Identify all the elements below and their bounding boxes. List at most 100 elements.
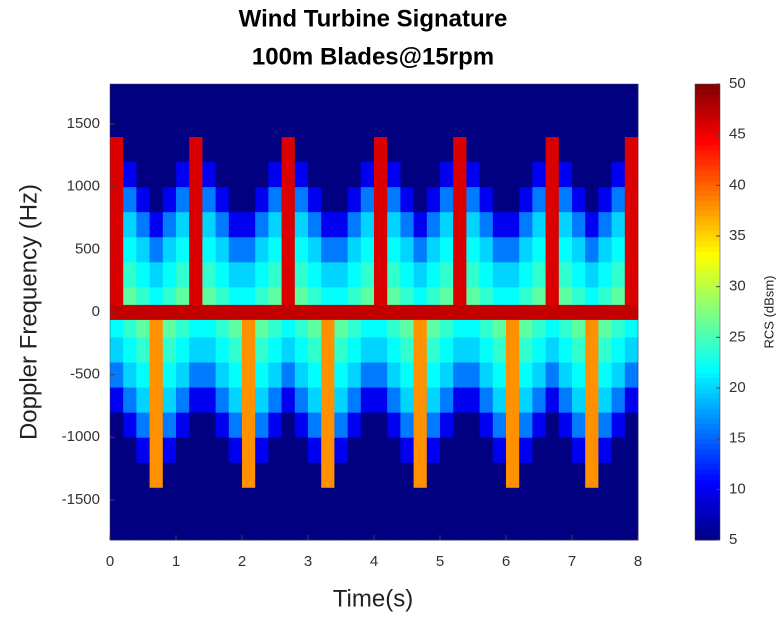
heatmap-cell bbox=[268, 84, 282, 138]
colorbar-swatch bbox=[695, 261, 720, 267]
heatmap-cell bbox=[321, 304, 335, 320]
colorbar-swatch bbox=[695, 458, 720, 465]
heatmap-cell bbox=[228, 211, 243, 238]
heatmap-cell bbox=[176, 412, 190, 438]
heatmap-cell bbox=[466, 161, 480, 188]
heatmap-cell bbox=[149, 362, 164, 388]
heatmap-cell bbox=[492, 136, 507, 163]
heatmap-cell bbox=[400, 319, 414, 338]
heatmap-cell bbox=[242, 186, 256, 213]
heatmap-cell bbox=[466, 462, 480, 488]
heatmap-cell bbox=[585, 84, 599, 138]
heatmap-cell bbox=[426, 387, 441, 413]
heatmap-cell bbox=[400, 304, 414, 320]
heatmap-cell bbox=[453, 161, 467, 188]
heatmap-cell bbox=[110, 84, 124, 138]
heatmap-cell bbox=[598, 437, 612, 463]
heatmap-cell bbox=[374, 319, 388, 338]
colorbar-swatch bbox=[695, 119, 720, 126]
heatmap-cell bbox=[572, 84, 586, 138]
heatmap-cell bbox=[558, 462, 573, 488]
colorbar-swatch bbox=[695, 94, 720, 100]
heatmap-cell bbox=[466, 286, 480, 305]
heatmap-cell bbox=[453, 84, 467, 138]
heatmap-cell bbox=[545, 261, 560, 288]
heatmap-cell bbox=[506, 186, 520, 213]
heatmap-cell bbox=[228, 286, 243, 305]
heatmap-cell bbox=[176, 337, 190, 363]
heatmap-cell bbox=[202, 261, 216, 288]
heatmap-cell bbox=[426, 286, 441, 305]
heatmap-cell bbox=[558, 84, 573, 138]
heatmap-cell bbox=[374, 286, 388, 305]
heatmap-cell bbox=[374, 387, 388, 413]
heatmap-cell bbox=[110, 261, 124, 288]
heatmap-cell bbox=[321, 261, 335, 288]
colorbar-swatch bbox=[695, 443, 720, 450]
heatmap-cell bbox=[558, 487, 573, 541]
colorbar-swatch bbox=[695, 134, 720, 141]
heatmap-cell bbox=[110, 304, 124, 320]
heatmap-cell bbox=[202, 186, 216, 213]
y-tick-label: 0 bbox=[92, 303, 100, 320]
heatmap-cell bbox=[347, 84, 362, 138]
heatmap-cell bbox=[492, 84, 507, 138]
heatmap-cell bbox=[281, 136, 296, 163]
colorbar-swatch bbox=[695, 246, 720, 252]
heatmap-cell bbox=[149, 437, 164, 463]
heatmap-cell bbox=[426, 437, 441, 463]
heatmap-cell bbox=[189, 387, 203, 413]
heatmap-cell bbox=[294, 211, 309, 238]
colorbar-swatch bbox=[695, 306, 720, 313]
colorbar-swatch bbox=[695, 185, 720, 191]
heatmap-cell bbox=[506, 362, 520, 388]
heatmap-cell bbox=[162, 211, 177, 238]
heatmap-cell bbox=[110, 387, 124, 413]
heatmap-cell bbox=[440, 362, 454, 388]
heatmap-cell bbox=[545, 186, 560, 213]
heatmap-cell bbox=[426, 304, 441, 320]
heatmap-cell bbox=[360, 261, 375, 288]
heatmap-cell bbox=[334, 286, 348, 305]
colorbar-swatch bbox=[695, 332, 720, 338]
heatmap-cell bbox=[321, 236, 335, 263]
heatmap-cell bbox=[387, 319, 401, 338]
heatmap-cell bbox=[176, 387, 190, 413]
colorbar-swatch bbox=[695, 160, 720, 166]
heatmap-cell bbox=[202, 211, 216, 238]
colorbar-swatch bbox=[695, 388, 720, 394]
heatmap-cell bbox=[268, 304, 282, 320]
heatmap-cell bbox=[308, 84, 322, 138]
heatmap-cell bbox=[413, 261, 428, 288]
heatmap-cell bbox=[360, 487, 375, 541]
heatmap-cell bbox=[189, 236, 203, 263]
heatmap-cell bbox=[149, 412, 164, 438]
heatmap-cell bbox=[598, 261, 612, 288]
heatmap-cell bbox=[492, 236, 507, 263]
heatmap-cell bbox=[136, 136, 150, 163]
heatmap-cell bbox=[413, 211, 428, 238]
heatmap-cell bbox=[400, 362, 414, 388]
heatmap-cell bbox=[479, 319, 494, 338]
heatmap-cell bbox=[360, 304, 375, 320]
heatmap-cell bbox=[149, 286, 164, 305]
heatmap-cell bbox=[123, 304, 137, 320]
heatmap-cell bbox=[492, 487, 507, 541]
heatmap-cell bbox=[294, 337, 309, 363]
heatmap-cell bbox=[110, 462, 124, 488]
colorbar-swatch bbox=[695, 109, 720, 115]
heatmap-cell bbox=[479, 261, 494, 288]
heatmap-cell bbox=[374, 362, 388, 388]
y-tick-label: -500 bbox=[70, 366, 100, 383]
heatmap-cell bbox=[440, 337, 454, 363]
heatmap-cell bbox=[347, 161, 362, 188]
heatmap-cell bbox=[413, 161, 428, 188]
heatmap-cell bbox=[519, 84, 533, 138]
heatmap-cell bbox=[453, 462, 467, 488]
heatmap-cell bbox=[360, 136, 375, 163]
heatmap-cell bbox=[624, 286, 639, 305]
heatmap-cell bbox=[453, 412, 467, 438]
heatmap-cell bbox=[492, 337, 507, 363]
colorbar-swatch bbox=[695, 89, 720, 95]
colorbar-swatch bbox=[695, 256, 720, 262]
